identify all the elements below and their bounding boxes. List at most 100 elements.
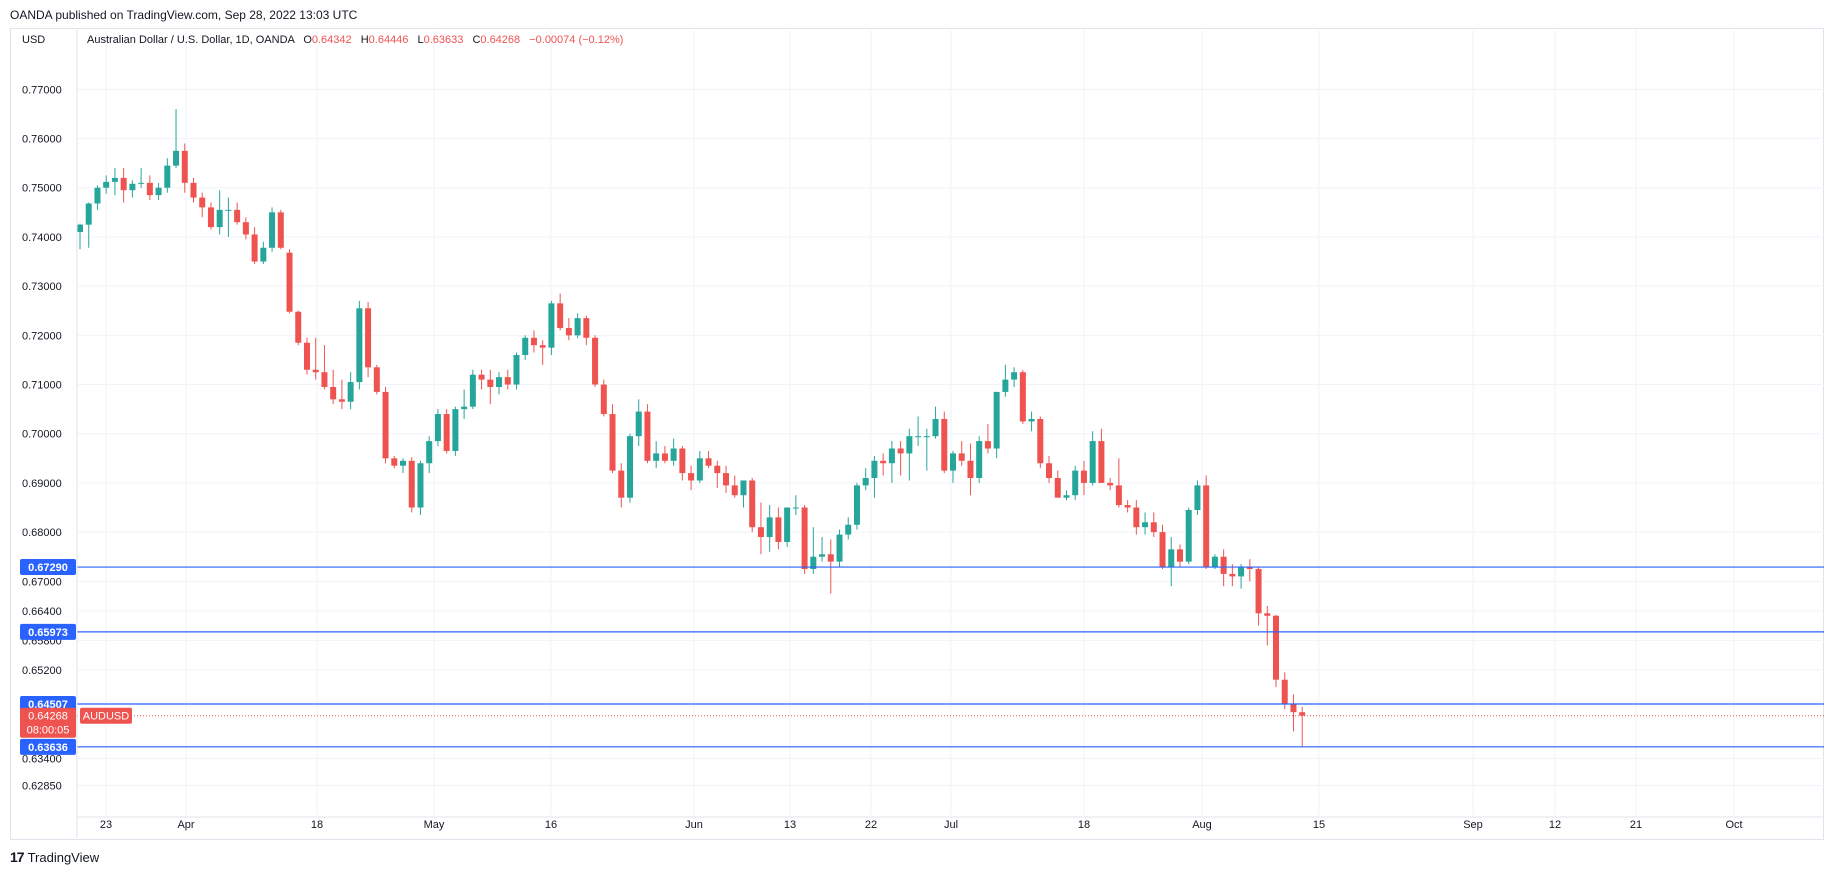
candle-up [626, 436, 633, 498]
candle-down [757, 527, 764, 538]
candle-down [1019, 372, 1026, 422]
candle-down [277, 212, 284, 248]
candle-down [1176, 549, 1183, 562]
candle-down [1098, 441, 1105, 483]
high-value: 0.64446 [368, 34, 409, 46]
x-tick-label: 18 [311, 819, 323, 831]
candle-up [138, 182, 145, 184]
candle-down [1203, 485, 1210, 567]
horizontal-line-price-badge [20, 623, 76, 640]
candle-down [1281, 679, 1288, 705]
candle-down [443, 414, 450, 451]
candle-down [539, 345, 546, 348]
symbol-tag-badge [80, 707, 132, 724]
candle-up [164, 165, 171, 188]
candle-down [1107, 482, 1114, 486]
candle-up [216, 209, 223, 228]
x-tick-label: Jun [685, 819, 703, 831]
candle-down [1115, 485, 1122, 506]
candle-up [417, 463, 424, 508]
x-tick-label: Jul [944, 819, 958, 831]
candle-up [888, 448, 895, 464]
candle-up [1089, 441, 1096, 483]
candle-down [1299, 712, 1306, 716]
y-tick-label: 0.66400 [22, 606, 62, 618]
candle-up [923, 436, 930, 438]
published-header: OANDA published on TradingView.com, Sep … [10, 8, 358, 22]
x-tick-label: 21 [1630, 819, 1642, 831]
horizontal-line-price-badge [20, 738, 76, 755]
candle-down [373, 367, 380, 392]
candle-down [1229, 573, 1236, 577]
candle-up [574, 318, 581, 336]
candle-down [286, 252, 293, 312]
candle-down [1046, 463, 1053, 479]
candle-up [740, 480, 747, 496]
candle-up [155, 187, 162, 196]
y-tick-label: 0.75000 [22, 183, 62, 195]
candle-down [190, 182, 197, 198]
candle-down [958, 453, 965, 461]
x-tick-label: Sep [1463, 819, 1483, 831]
candle-down [705, 458, 712, 466]
candle-up [993, 391, 1000, 449]
open-label: O [303, 34, 312, 46]
tradingview-footer: 17 TradingView [10, 849, 99, 865]
candle-down [583, 318, 590, 338]
x-tick-label: 13 [784, 819, 796, 831]
countdown-label: 08:00:05 [27, 725, 70, 737]
candle-up [129, 183, 136, 191]
candle-down [295, 311, 302, 343]
grid-lines [77, 30, 1824, 815]
y-tick-label: 0.71000 [22, 380, 62, 392]
horizontal-lines [77, 566, 1824, 748]
x-tick-label: May [424, 819, 445, 831]
y-tick-label: 0.73000 [22, 281, 62, 293]
candle-down [618, 470, 625, 498]
candle-up [522, 337, 529, 356]
candle-down [775, 517, 782, 542]
candle-down [1273, 615, 1280, 680]
tradingview-brand: TradingView [27, 849, 100, 865]
x-tick-label: Oct [1725, 819, 1742, 831]
x-tick-label: 18 [1078, 819, 1090, 831]
candle-down [242, 222, 249, 235]
horizontal-line-price-label: 0.67290 [28, 562, 68, 574]
candle-down [941, 418, 948, 471]
candle-down [303, 342, 310, 370]
x-tick-label: 23 [100, 819, 112, 831]
candle-down [723, 473, 730, 486]
candle-up [1238, 566, 1245, 577]
change-value: −0.00074 (−0.12%) [529, 34, 624, 46]
candle-down [880, 460, 887, 464]
candle-up [469, 374, 476, 407]
candle-up [792, 507, 799, 509]
symbol-tag-label: AUDUSD [83, 711, 130, 723]
candle-up [696, 458, 703, 481]
y-tick-label: 0.65200 [22, 665, 62, 677]
candle-down [661, 453, 668, 461]
candle-up [426, 441, 433, 464]
candle-down [592, 337, 599, 385]
candle-down [1220, 556, 1227, 574]
horizontal-line-price-badge [20, 559, 76, 576]
candle-down [897, 448, 904, 454]
candle-up [461, 406, 468, 410]
x-axis: 23 Apr 18 May 16 Jun 13 22 Jul 18 Aug 15 Sep 12 21 Oct [77, 816, 1824, 831]
candle-down [365, 308, 372, 368]
candle-down [609, 414, 616, 471]
candle-up [670, 448, 677, 461]
low-label: L [417, 34, 424, 46]
candle-up [1211, 556, 1218, 567]
x-tick-label: 15 [1313, 819, 1325, 831]
candle-down [1054, 478, 1061, 498]
candle-up [1194, 485, 1201, 510]
candle-up [932, 418, 939, 437]
candle-up [356, 308, 363, 383]
candle-up [862, 478, 869, 486]
horizontal-line-price-label: 0.65973 [28, 627, 68, 639]
candle-down [234, 209, 241, 223]
candle-up [784, 507, 791, 542]
candle-down [827, 554, 834, 562]
